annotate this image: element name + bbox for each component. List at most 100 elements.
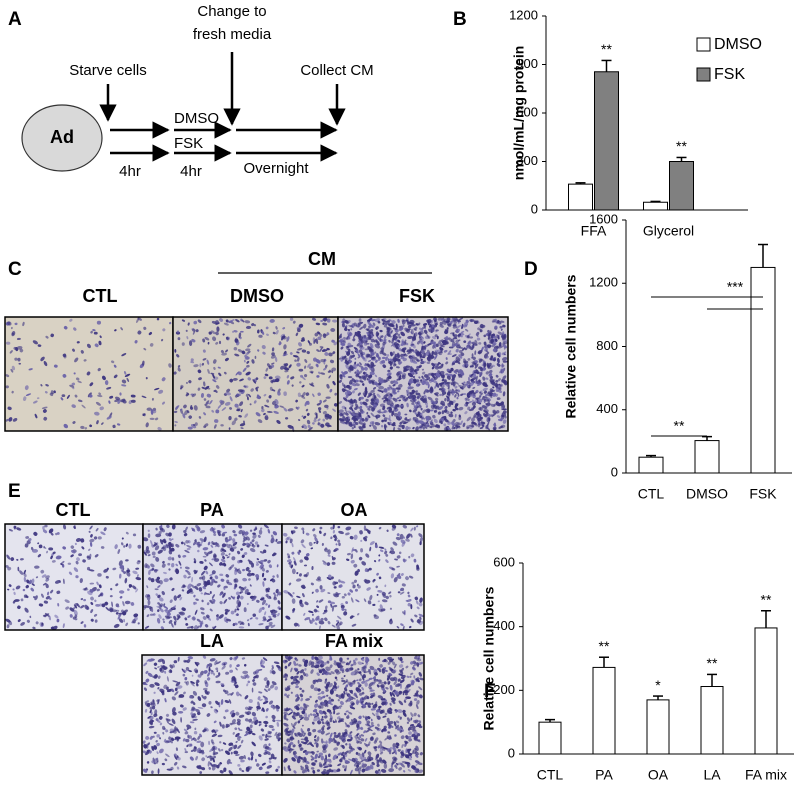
cell-stain <box>492 386 495 389</box>
cell-stain <box>126 377 130 382</box>
y-tick-label: 0 <box>611 464 618 479</box>
cell-stain <box>181 342 185 346</box>
cell-stain <box>245 352 249 356</box>
cell-stain <box>367 408 371 411</box>
legend-label: FSK <box>714 66 745 83</box>
cell-stain <box>296 362 301 367</box>
cell-stain <box>400 342 405 346</box>
cell-stain <box>245 393 249 397</box>
cell-stain <box>315 358 321 364</box>
cell-stain <box>210 372 215 375</box>
cell-stain <box>320 423 325 428</box>
image-label: LA <box>200 631 224 651</box>
cell-stain <box>289 352 293 355</box>
cell-stain <box>202 338 206 343</box>
cell-stain <box>233 330 238 333</box>
cell-stain <box>96 420 99 425</box>
cell-stain <box>439 393 442 397</box>
cell-stain <box>474 391 477 395</box>
cell-stain <box>450 367 454 372</box>
cell-stain <box>130 399 136 403</box>
cell-stain <box>142 360 145 366</box>
cell-stain <box>120 398 126 403</box>
cell-stain <box>350 328 353 331</box>
cell-stain <box>62 373 67 378</box>
cell-stain <box>262 351 266 355</box>
cell-stain <box>283 344 287 350</box>
cell-stain <box>376 409 382 413</box>
cell-stain <box>458 349 463 353</box>
cell-stain <box>108 400 111 404</box>
cell-stain <box>365 398 369 402</box>
cell-label: Ad <box>50 127 74 147</box>
cell-stain <box>200 741 205 748</box>
cell-stain <box>220 424 224 427</box>
cell-stain <box>206 359 210 365</box>
cell-stain <box>389 322 394 327</box>
cell-stain <box>473 422 478 427</box>
cell-stain <box>265 367 269 372</box>
cell-stain <box>476 337 481 341</box>
cell-stain <box>192 423 196 427</box>
duration: Overnight <box>243 160 309 177</box>
cell-stain <box>370 338 375 343</box>
y-tick-label: 900 <box>516 56 538 71</box>
cell-stain <box>275 329 279 335</box>
cell-stain <box>378 657 381 661</box>
cell-stain <box>97 394 103 398</box>
cell-stain <box>449 320 453 325</box>
cell-stain <box>376 593 379 596</box>
cell-stain <box>412 426 415 430</box>
cell-stain <box>184 409 189 416</box>
cell-stain <box>418 332 422 336</box>
cell-stain <box>451 424 455 430</box>
cell-stain <box>502 324 506 328</box>
cell-stain <box>317 418 321 422</box>
cell-stain <box>294 359 297 362</box>
cell-stain <box>14 357 18 361</box>
cell-stain <box>224 371 227 375</box>
cell-stain <box>282 353 288 357</box>
cell-stain <box>302 424 308 430</box>
cell-stain <box>366 411 369 415</box>
bar <box>750 266 776 474</box>
cell-stain <box>495 374 499 378</box>
cell-stain <box>314 332 319 337</box>
cell-stain <box>298 342 302 347</box>
cell-stain <box>221 352 228 356</box>
cell-stain <box>433 410 436 413</box>
cell-stain <box>63 325 68 330</box>
cell-stain <box>149 343 154 347</box>
cell-stain <box>390 764 393 769</box>
cell-stain <box>240 330 244 333</box>
cell-stain <box>13 346 18 351</box>
cell-stain <box>433 393 439 397</box>
cell-stain <box>286 375 290 379</box>
cell-stain <box>314 416 318 420</box>
duration: 4hr <box>119 163 141 180</box>
cell-stain <box>160 338 164 342</box>
cell-stain <box>482 367 486 371</box>
cell-stain <box>117 399 121 404</box>
cell-stain <box>385 326 392 331</box>
y-axis-label: Relative cell numbers <box>563 274 579 418</box>
y-axis-label: Relative cell numbers <box>481 586 497 730</box>
cell-stain <box>306 412 310 416</box>
cell-stain <box>309 370 314 374</box>
step: Collect CM <box>300 62 373 79</box>
cell-stain <box>215 342 219 345</box>
cell-stain <box>242 568 246 572</box>
cell-stain <box>355 383 360 387</box>
step: Change to <box>197 3 266 20</box>
cell-stain <box>106 386 112 390</box>
cell-stain <box>295 399 298 403</box>
cell-stain <box>73 372 76 375</box>
cell-stain <box>42 409 47 413</box>
cell-stain <box>190 358 194 362</box>
cell-stain <box>234 403 239 408</box>
cell-stain <box>50 333 54 338</box>
bar <box>646 699 670 755</box>
cell-stain <box>33 400 38 404</box>
cell-stain <box>352 338 356 342</box>
cell-stain <box>316 364 319 368</box>
